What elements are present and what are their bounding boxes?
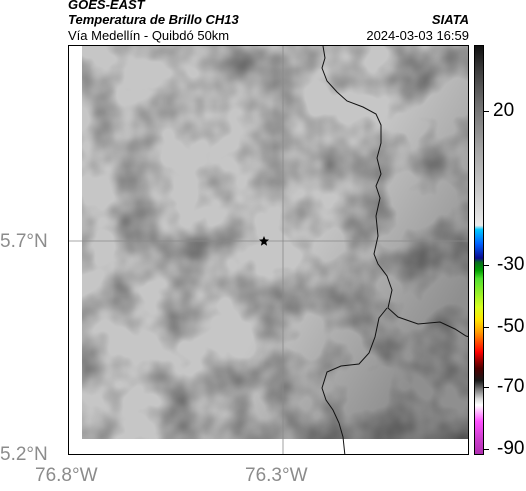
colorbar-tick	[484, 111, 489, 112]
star-marker	[259, 236, 269, 246]
colorbar-tick	[484, 449, 489, 450]
colorbar-tick	[484, 387, 489, 388]
datetime-label: 2024-03-03 16:59	[366, 28, 469, 43]
imagery-area	[82, 46, 468, 439]
colorbar-label-minus30: -30	[497, 254, 525, 275]
colorbar-tick	[484, 327, 489, 328]
lon-label-76.8: 76.8°W	[35, 465, 98, 486]
colorbar	[474, 45, 484, 455]
coastline	[321, 307, 388, 454]
map-canvas	[69, 46, 468, 454]
product-title: Temperatura de Brillo CH13	[68, 12, 239, 27]
satellite-map[interactable]	[68, 45, 469, 455]
colorbar-label-minus50: -50	[497, 316, 525, 337]
lat-label-5.7: 5.7°N	[0, 231, 48, 252]
colorbar-label-minus90: -90	[497, 438, 525, 459]
lat-label-5.2: 5.2°N	[0, 444, 48, 465]
colorbar-tick	[484, 265, 489, 266]
organization-label: SIATA	[431, 12, 469, 27]
satellite-title: GOES-EAST	[68, 0, 145, 12]
colorbar-label-minus70: -70	[497, 376, 525, 397]
colorbar-label-20: 20	[493, 100, 515, 121]
boundary-line	[321, 46, 468, 338]
region-label: Vía Medellín - Quibdó 50km	[68, 28, 230, 43]
lon-label-76.3: 76.3°W	[245, 465, 308, 486]
